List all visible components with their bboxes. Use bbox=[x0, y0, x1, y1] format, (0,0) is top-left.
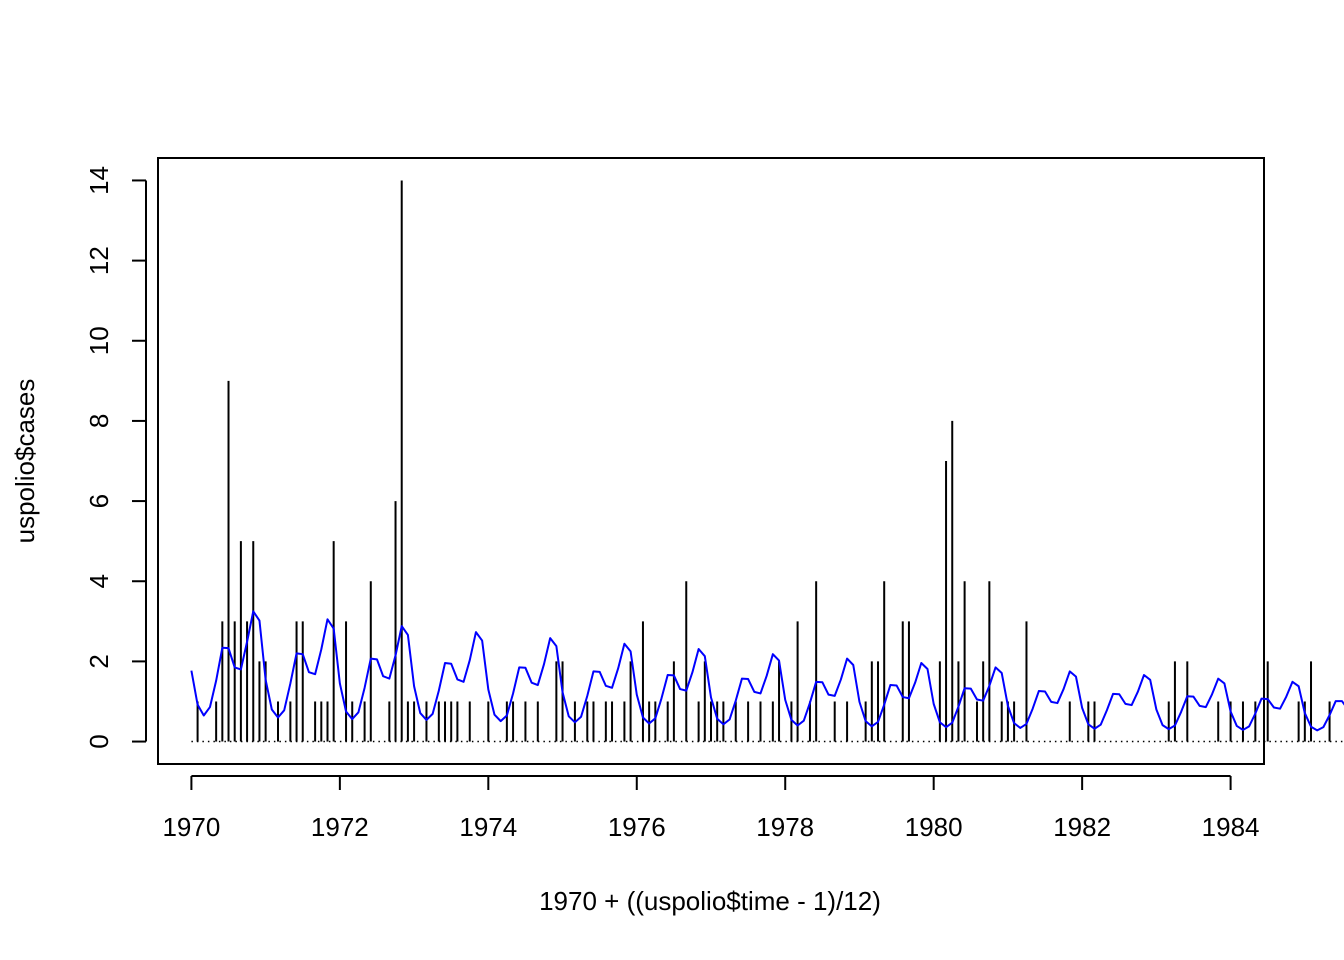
plot-frame bbox=[157, 157, 1265, 765]
x-tick-label: 1970 bbox=[162, 812, 220, 842]
fitted-line bbox=[190, 610, 1344, 732]
y-tick-label: 4 bbox=[84, 574, 114, 588]
case-spikes-series bbox=[196, 180, 1331, 742]
x-axis: 1970 1972 1974 1976 1978 1980 1982 1984 bbox=[162, 775, 1260, 842]
x-tick-label: 1974 bbox=[459, 812, 517, 842]
y-tick-label: 12 bbox=[84, 246, 114, 275]
y-tick-label: 14 bbox=[84, 166, 114, 195]
x-tick-label: 1972 bbox=[311, 812, 369, 842]
y-axis-title: uspolio$cases bbox=[10, 379, 40, 544]
x-axis-title: 1970 + ((uspolio$time - 1)/12) bbox=[539, 886, 881, 916]
fitted-line-series bbox=[190, 610, 1344, 732]
y-tick-label: 8 bbox=[84, 414, 114, 428]
y-tick-label: 6 bbox=[84, 494, 114, 508]
x-tick-label: 1984 bbox=[1202, 812, 1260, 842]
y-tick-label: 2 bbox=[84, 654, 114, 668]
x-tick-label: 1978 bbox=[756, 812, 814, 842]
x-tick-label: 1980 bbox=[905, 812, 963, 842]
y-tick-label: 0 bbox=[84, 734, 114, 748]
y-tick-label: 10 bbox=[84, 326, 114, 355]
x-tick-label: 1976 bbox=[608, 812, 666, 842]
x-tick-label: 1982 bbox=[1053, 812, 1111, 842]
y-axis: 0 2 4 6 8 10 12 14 bbox=[84, 166, 147, 749]
